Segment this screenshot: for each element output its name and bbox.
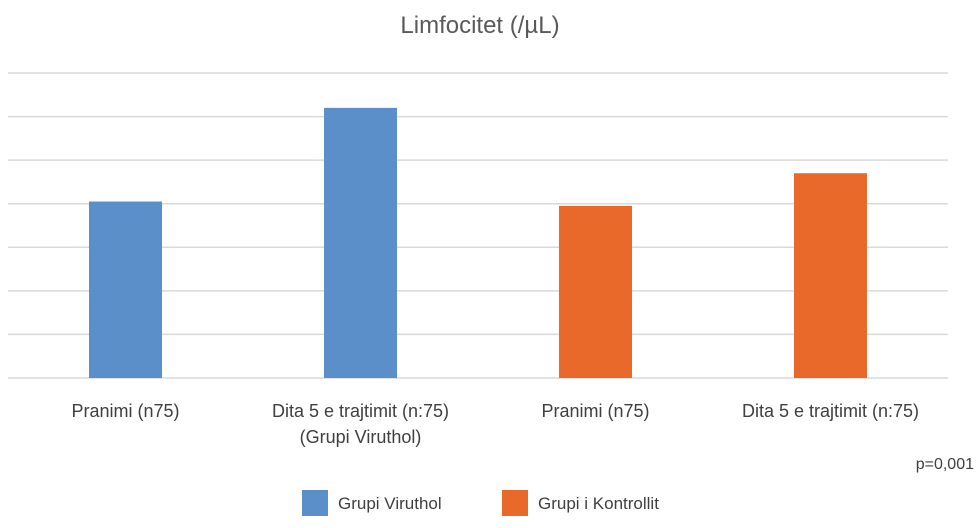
category-labels: Pranimi (n75) Dita 5 e trajtimit (n:75) (G… [71, 401, 919, 447]
legend-label: Grupi Viruthol [338, 494, 442, 513]
category-label: Dita 5 e trajtimit (n:75) [272, 401, 449, 421]
p-value-annotation: p=0,001 [916, 456, 974, 473]
gridlines [8, 72, 948, 379]
category-label: (Grupi Viruthol) [300, 427, 422, 447]
bar-1 [89, 201, 162, 378]
legend-swatch [502, 490, 528, 516]
category-label: Dita 5 e trajtimit (n:75) [742, 401, 919, 421]
bar-2 [324, 107, 397, 378]
legend-swatch [302, 490, 328, 516]
category-label: Pranimi (n75) [541, 401, 649, 421]
chart-title: Limfocitet (/µL) [400, 12, 559, 39]
bar-3 [559, 205, 632, 378]
legend-label: Grupi i Kontrollit [538, 494, 659, 513]
bars [89, 107, 867, 378]
bar-4 [794, 173, 867, 378]
legend: Grupi Viruthol Grupi i Kontrollit [302, 490, 659, 516]
category-label: Pranimi (n75) [71, 401, 179, 421]
